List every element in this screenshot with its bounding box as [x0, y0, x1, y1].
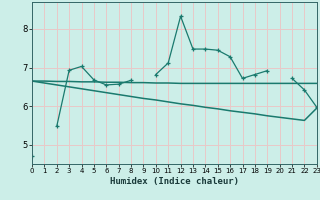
X-axis label: Humidex (Indice chaleur): Humidex (Indice chaleur) — [110, 177, 239, 186]
